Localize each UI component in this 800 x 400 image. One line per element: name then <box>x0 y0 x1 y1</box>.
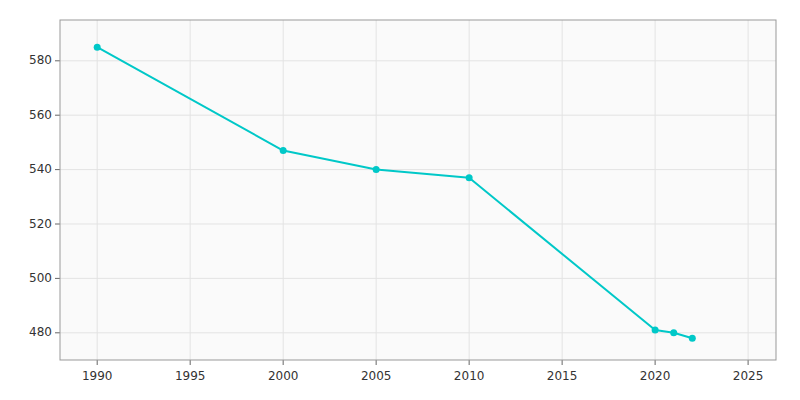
y-grid-line <box>60 60 776 61</box>
grid <box>60 20 776 360</box>
line <box>97 47 692 338</box>
y-tick-label: 560 <box>29 108 52 122</box>
x-grid-line <box>376 20 377 360</box>
x-tick-label: 2005 <box>361 369 392 383</box>
y-tick-label: 580 <box>29 53 52 67</box>
chart-svg: 480 500 520 540 560 580 1990 1995 2000 2005 2010 20… <box>0 0 800 400</box>
y-grid-line <box>60 115 776 116</box>
x-tick-label: 2015 <box>547 369 578 383</box>
x-tick-label: 2000 <box>268 369 299 383</box>
series <box>94 44 696 342</box>
axes: 480 500 520 540 560 580 1990 1995 2000 2005 2010 20… <box>29 20 776 383</box>
y-grid-line <box>60 224 776 225</box>
x-grid-line <box>283 20 284 360</box>
plot-frame <box>60 20 776 360</box>
y-tick-label: 520 <box>29 217 52 231</box>
x-tick <box>562 360 563 365</box>
y-tick <box>55 224 60 225</box>
x-tick-label: 1990 <box>82 369 113 383</box>
x-grid-line <box>655 20 656 360</box>
chart-container: 480 500 520 540 560 580 1990 1995 2000 2005 2010 20… <box>0 0 800 400</box>
x-tick <box>469 360 470 365</box>
x-tick <box>376 360 377 365</box>
point <box>280 147 287 154</box>
x-tick-label: 1995 <box>175 369 206 383</box>
x-tick-label: 2010 <box>454 369 485 383</box>
y-tick-label: 500 <box>29 271 52 285</box>
y-tick <box>55 278 60 279</box>
point <box>689 335 696 342</box>
y-tick <box>55 115 60 116</box>
x-tick <box>655 360 656 365</box>
y-tick <box>55 332 60 333</box>
point <box>652 327 659 334</box>
point <box>466 174 473 181</box>
point <box>670 329 677 336</box>
point <box>373 166 380 173</box>
point <box>94 44 101 51</box>
y-grid-line <box>60 278 776 279</box>
x-tick <box>190 360 191 365</box>
x-tick <box>283 360 284 365</box>
plot-background <box>60 20 776 360</box>
y-tick-label: 480 <box>29 325 52 339</box>
y-tick <box>55 169 60 170</box>
x-tick <box>748 360 749 365</box>
x-tick-label: 2020 <box>640 369 671 383</box>
x-grid-line <box>562 20 563 360</box>
x-grid-line <box>97 20 98 360</box>
y-grid-line <box>60 169 776 170</box>
y-tick <box>55 60 60 61</box>
x-grid-line <box>190 20 191 360</box>
x-grid-line <box>469 20 470 360</box>
x-tick-label: 2025 <box>733 369 764 383</box>
x-tick <box>97 360 98 365</box>
x-grid-line <box>748 20 749 360</box>
y-tick-label: 540 <box>29 162 52 176</box>
